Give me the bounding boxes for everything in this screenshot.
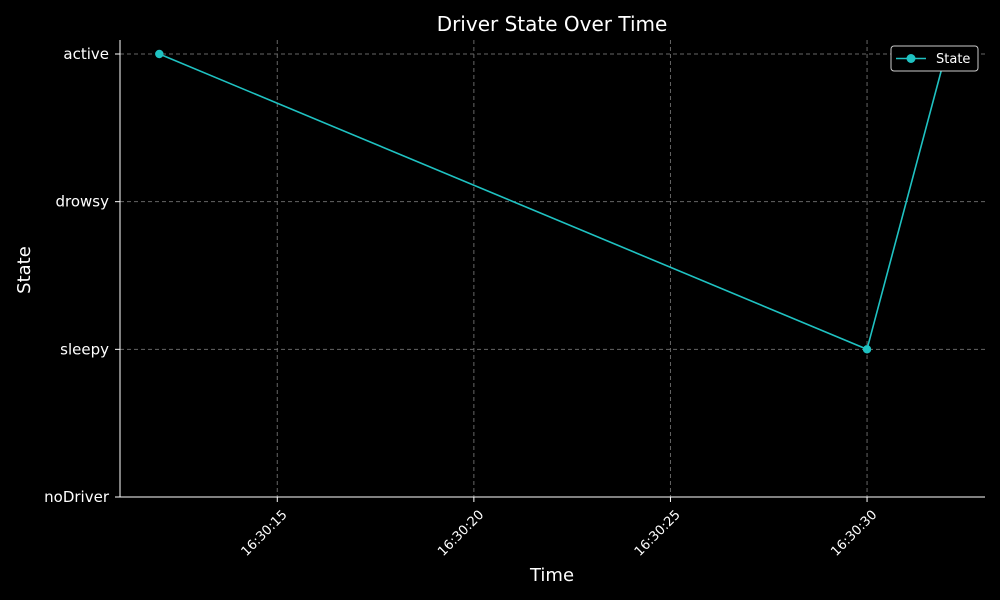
x-tick-label: 16:30:20	[435, 508, 487, 560]
legend-marker	[906, 54, 916, 63]
legend: State	[890, 45, 979, 72]
chart-title: Driver State Over Time	[437, 12, 668, 36]
x-tick-label: 16:30:15	[239, 508, 291, 560]
y-tick-label: sleepy	[60, 340, 109, 358]
y-tick-label: active	[63, 45, 109, 63]
x-tick-label: 16:30:25	[632, 508, 684, 560]
data-point	[862, 345, 872, 354]
data-point	[155, 49, 164, 59]
y-ticks: noDriver sleepy drowsy active	[44, 45, 120, 506]
x-ticks: 16:30:15 16:30:20 16:30:25 16:30:30	[239, 497, 880, 560]
x-tick-label: 16:30:30	[828, 508, 880, 560]
y-axis-label: State	[14, 246, 35, 294]
y-tick-label: noDriver	[44, 488, 110, 506]
y-tick-label: drowsy	[56, 193, 110, 211]
grid	[120, 40, 985, 497]
legend-label: State	[936, 52, 970, 67]
legend-box	[890, 45, 979, 72]
axes	[119, 40, 985, 498]
x-axis-label: Time	[529, 565, 574, 586]
